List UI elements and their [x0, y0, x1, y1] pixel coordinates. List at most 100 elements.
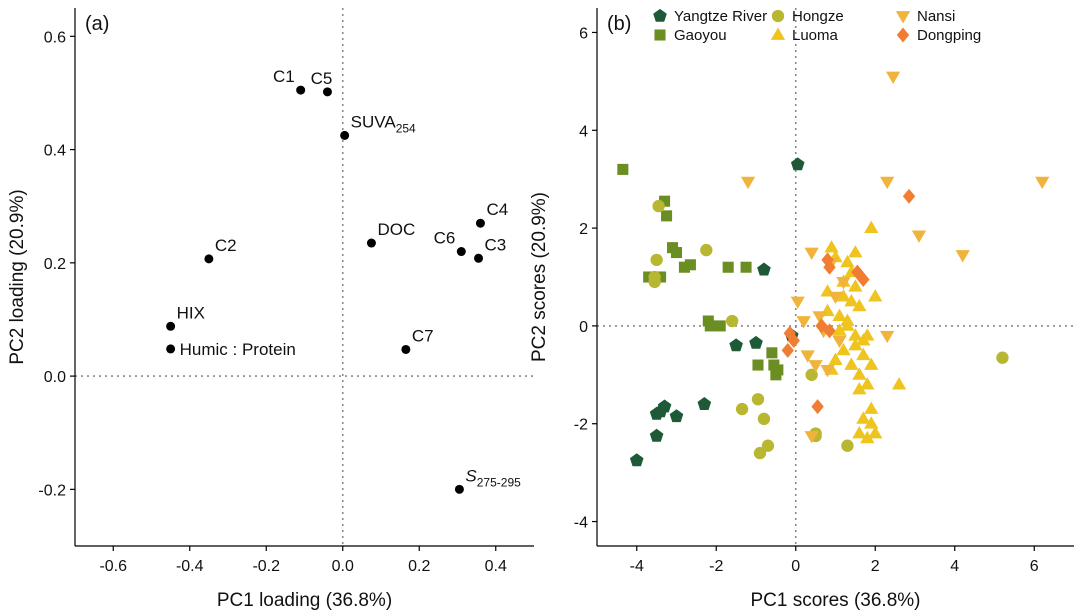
score-point-hongze: [648, 275, 661, 289]
score-point-nansi: [808, 360, 823, 373]
score-point-luoma: [844, 357, 859, 370]
score-point-yangtze-river: [629, 453, 644, 467]
loading-y-tick-label: 0.4: [44, 143, 66, 160]
score-point-dongping: [787, 333, 800, 349]
loading-point-label: C2: [215, 236, 237, 255]
score-point-gaoyou: [684, 259, 696, 271]
score-point-hongze: [652, 199, 665, 213]
score-point-luoma: [840, 313, 855, 326]
score-point-nansi: [836, 277, 851, 290]
loading-x-tick-label: -0.6: [99, 558, 127, 575]
loading-point-label-text: C1: [273, 67, 295, 86]
legend-marker-dongping: [896, 27, 910, 43]
score-point-hongze: [757, 412, 771, 426]
loading-point-label: DOC: [377, 220, 415, 239]
score-point-luoma: [832, 323, 847, 336]
score-x-tick-label: 0: [791, 558, 800, 575]
score-point-nansi: [832, 335, 847, 349]
score-point-nansi: [796, 316, 811, 329]
score-point-gaoyou: [704, 320, 716, 332]
loading-point: [401, 344, 411, 354]
score-point-luoma: [864, 220, 879, 233]
score-point-hongze: [650, 253, 663, 267]
score-point-luoma: [860, 430, 875, 444]
loading-point: [475, 218, 485, 228]
loading-point-label: C5: [311, 69, 333, 88]
score-point-nansi: [911, 230, 927, 243]
score-point-hongze: [841, 439, 854, 452]
loading-point: [204, 254, 214, 264]
score-point-nansi: [790, 296, 805, 309]
score-panel-label: (b): [607, 13, 631, 35]
score-point-luoma: [852, 426, 867, 439]
score-point-gaoyou: [772, 364, 784, 376]
score-point-luoma: [856, 347, 871, 361]
loading-y-tick-label: 0.6: [44, 29, 66, 46]
score-point-luoma: [852, 367, 867, 380]
loading-point-label: C6: [434, 229, 456, 248]
score-x-axis-title: PC1 scores (36.8%): [750, 590, 920, 611]
loading-x-tick-label: 0.4: [485, 558, 507, 575]
legend-label-yangtze-river: Yangtze River: [674, 8, 767, 25]
loading-point-label: C3: [485, 235, 507, 254]
score-point-luoma: [828, 352, 843, 366]
score-point-dongping: [857, 271, 870, 287]
score-point-gaoyou: [670, 247, 683, 259]
score-point-luoma: [844, 293, 859, 307]
score-point-luoma: [852, 382, 867, 395]
score-point-luoma: [868, 289, 883, 302]
score-point-luoma: [848, 279, 863, 292]
score-point-luoma: [864, 416, 879, 429]
loading-point-label-subscript: 275-295: [477, 475, 521, 489]
score-point-luoma: [868, 426, 883, 439]
score-point-luoma: [836, 342, 851, 356]
score-point-gaoyou: [661, 210, 673, 222]
score-point-yangtze-river: [697, 397, 712, 410]
score-point-gaoyou: [752, 359, 764, 371]
score-y-tick-label: 4: [579, 123, 588, 140]
legend-marker-gaoyou: [654, 29, 666, 41]
loading-point: [366, 238, 376, 248]
loading-point: [456, 247, 466, 257]
legend-marker-nansi: [895, 11, 911, 24]
loading-point: [454, 484, 464, 494]
score-point-yangtze-river: [669, 409, 684, 423]
score-point-hongze: [761, 439, 775, 452]
loading-x-tick-label: -0.2: [252, 558, 280, 575]
score-point-dongping: [902, 188, 916, 204]
score-point-nansi: [820, 365, 835, 378]
loading-point-label-text: S: [465, 466, 477, 485]
score-y-tick-label: -2: [574, 417, 588, 434]
score-point-gaoyou: [678, 261, 690, 273]
loading-point-label-text: C7: [412, 326, 434, 345]
score-point-yangtze-river: [729, 338, 743, 352]
score-point-nansi: [880, 176, 895, 190]
score-point-luoma: [852, 298, 867, 312]
score-point-nansi: [800, 350, 815, 363]
loading-point-label-text: C4: [486, 200, 508, 219]
loading-point-label: SUVA254: [351, 112, 416, 135]
score-point-luoma: [864, 401, 879, 414]
score-point-yangtze-river: [757, 262, 771, 276]
score-point-hongze: [735, 402, 749, 416]
score-point-nansi: [804, 431, 819, 444]
loading-y-axis-title: PC2 loading (20.9%): [7, 189, 28, 364]
loading-point-label: C1: [273, 67, 295, 86]
score-x-tick-label: 4: [950, 558, 959, 575]
score-point-dongping: [823, 323, 836, 339]
score-point-nansi: [885, 71, 901, 84]
loading-point-label-text: SUVA: [351, 112, 397, 131]
score-point-gaoyou: [766, 347, 778, 359]
score-point-dongping: [783, 325, 796, 341]
loading-panel-label: (a): [85, 13, 109, 35]
score-point-nansi: [828, 291, 843, 305]
score-y-tick-label: 2: [579, 221, 588, 238]
score-point-hongze: [996, 351, 1009, 364]
score-point-nansi: [740, 176, 756, 190]
loading-point: [166, 344, 176, 354]
score-point-luoma: [840, 254, 855, 268]
loading-point-label-text: C6: [434, 229, 456, 248]
legend-marker-yangtze-river: [653, 8, 667, 22]
loading-point-label: C7: [412, 326, 434, 345]
